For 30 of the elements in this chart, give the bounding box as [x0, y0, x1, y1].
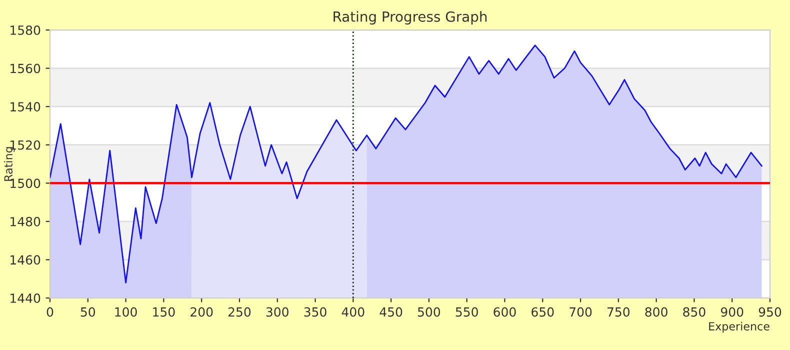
x-tick-label: 200 [190, 307, 213, 317]
y-tick-label: 1540 [10, 102, 40, 112]
x-tick-label: 250 [228, 307, 251, 317]
x-tick-label: 150 [153, 307, 175, 317]
y-tick-label: 1480 [10, 216, 40, 226]
y-tick-label: 1580 [10, 25, 40, 35]
x-tick-label: 950 [758, 307, 782, 317]
x-axis-title: Experience [709, 322, 770, 333]
x-tick-label: 800 [645, 307, 668, 317]
x-tick-label: 550 [456, 307, 478, 317]
y-tick-label: 1560 [10, 64, 40, 74]
x-tick-label: 50 [80, 307, 96, 317]
x-tick-label: 900 [720, 307, 744, 317]
y-tick-label: 1460 [10, 255, 40, 265]
x-tick-label: 500 [418, 307, 440, 317]
x-tick-label: 350 [304, 307, 326, 317]
y-tick-label: 1500 [10, 178, 40, 188]
y-tick-label: 1440 [10, 293, 40, 303]
x-tick-label: 400 [342, 307, 364, 317]
line-series [50, 44, 762, 284]
chart-title: Rating Progress Graph [334, 11, 487, 25]
x-tick-label: 600 [494, 307, 516, 317]
x-tick-label: 450 [380, 307, 402, 317]
x-tick-label: 650 [532, 307, 554, 317]
x-tick-label: 300 [266, 307, 288, 317]
x-tick-label: 100 [115, 307, 137, 317]
x-tick-label: 0 [46, 307, 54, 317]
x-tick-label: 700 [570, 307, 592, 317]
x-tick-label: 750 [608, 307, 630, 317]
x-tick-label: 850 [683, 307, 706, 317]
